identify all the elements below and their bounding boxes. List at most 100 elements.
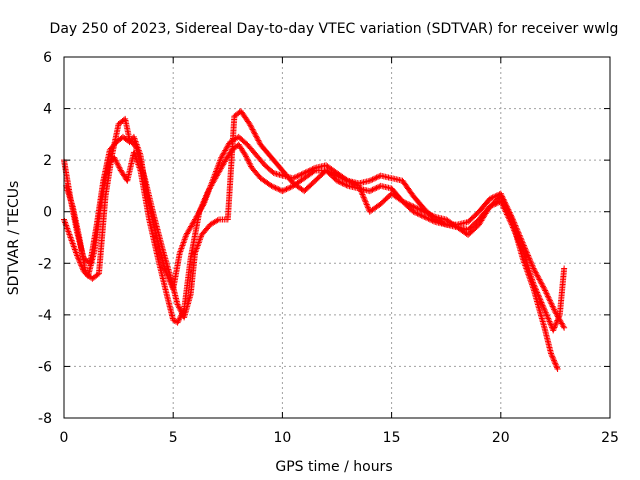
data-point xyxy=(252,132,259,139)
data-point xyxy=(248,123,255,130)
data-point xyxy=(526,255,533,262)
x-tick-label: 0 xyxy=(60,430,69,446)
data-point xyxy=(94,271,101,278)
data-point xyxy=(115,163,122,170)
data-point xyxy=(498,194,505,201)
data-point xyxy=(553,364,560,371)
data-point xyxy=(508,215,515,221)
data-point xyxy=(323,167,330,174)
data-point xyxy=(542,287,549,294)
data-point xyxy=(538,280,545,287)
data-point xyxy=(532,268,539,275)
data-point xyxy=(350,180,357,187)
data-point xyxy=(535,275,542,282)
data-point xyxy=(372,175,379,182)
data-point xyxy=(524,251,531,258)
data-point xyxy=(246,160,253,167)
data-point xyxy=(545,317,552,324)
data-point xyxy=(284,185,291,192)
data-point xyxy=(411,204,418,211)
data-point xyxy=(534,272,541,279)
data-point xyxy=(507,213,514,220)
y-tick-label: -6 xyxy=(38,359,52,375)
data-point xyxy=(242,151,249,158)
data-point xyxy=(419,213,426,220)
data-point xyxy=(543,290,550,297)
data-point xyxy=(499,197,506,204)
data-point xyxy=(540,284,547,291)
data-point xyxy=(248,125,255,132)
data-point xyxy=(287,184,294,191)
data-point xyxy=(539,300,546,307)
data-point xyxy=(501,200,508,207)
data-point xyxy=(340,175,347,182)
data-point xyxy=(540,283,547,290)
data-point xyxy=(271,184,278,191)
data-point xyxy=(548,350,555,357)
data-point xyxy=(549,353,556,360)
data-point xyxy=(344,177,351,184)
data-point xyxy=(116,164,123,171)
data-point xyxy=(175,302,182,309)
data-point xyxy=(551,324,558,331)
y-tick-label: 6 xyxy=(43,50,52,66)
data-point xyxy=(368,177,375,184)
data-point xyxy=(247,122,254,129)
data-point xyxy=(369,176,376,183)
data-point xyxy=(364,202,371,209)
data-point xyxy=(245,159,252,166)
data-point xyxy=(357,185,364,192)
data-point xyxy=(522,263,529,270)
data-point xyxy=(346,178,353,185)
data-point xyxy=(251,129,258,136)
data-point xyxy=(358,188,365,195)
data-point xyxy=(74,253,81,260)
data-point xyxy=(421,213,428,220)
data-point xyxy=(537,279,544,286)
data-point xyxy=(360,192,367,199)
data-point xyxy=(554,366,561,373)
data-point xyxy=(175,318,182,325)
data-point xyxy=(552,361,559,368)
data-point xyxy=(529,283,536,290)
data-point xyxy=(361,197,368,204)
data-point xyxy=(325,168,332,175)
data-point xyxy=(174,319,181,326)
data-point xyxy=(523,265,530,272)
data-point xyxy=(525,271,532,278)
data-point xyxy=(546,296,553,303)
data-point xyxy=(356,184,363,191)
data-point xyxy=(334,177,340,184)
data-point xyxy=(524,268,531,275)
data-point xyxy=(550,304,557,311)
data-point xyxy=(551,307,558,314)
data-point xyxy=(490,193,497,200)
data-point xyxy=(561,324,568,331)
data-point xyxy=(366,177,373,184)
data-point xyxy=(74,252,81,259)
data-point xyxy=(520,258,527,265)
data-point xyxy=(521,259,528,266)
data-point xyxy=(199,202,206,209)
data-point xyxy=(522,245,529,252)
data-point xyxy=(334,172,340,179)
data-point xyxy=(410,208,417,215)
data-point xyxy=(534,273,541,280)
data-point xyxy=(501,201,508,208)
x-tick-label: 10 xyxy=(273,430,291,446)
y-tick-label: 2 xyxy=(43,153,52,169)
data-point xyxy=(251,130,258,137)
data-point xyxy=(425,215,432,222)
data-point xyxy=(492,193,499,200)
data-point xyxy=(526,256,533,263)
data-point xyxy=(527,258,534,265)
data-point xyxy=(176,316,183,323)
data-point xyxy=(530,284,537,291)
y-tick-label: -4 xyxy=(38,308,52,324)
grid-lines xyxy=(64,57,610,418)
data-point xyxy=(283,186,290,193)
data-point xyxy=(347,179,354,186)
data-point xyxy=(351,180,358,187)
data-point xyxy=(418,212,425,219)
data-point xyxy=(549,303,556,310)
